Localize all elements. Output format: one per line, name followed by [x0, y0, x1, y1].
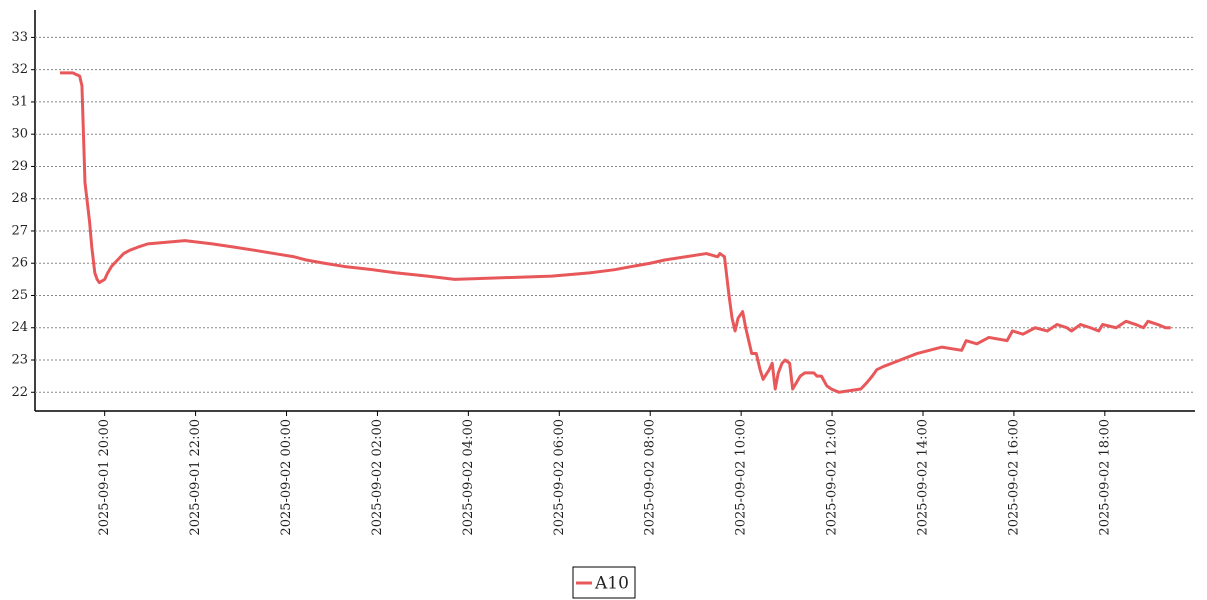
x-tick-label: 2025-09-02 08:00	[643, 419, 658, 536]
x-tick-label: 2025-09-01 20:00	[97, 419, 112, 536]
y-tick-label: 30	[11, 127, 28, 142]
x-tick-label: 2025-09-02 10:00	[734, 419, 749, 536]
x-tick-label: 2025-09-01 22:00	[188, 419, 203, 536]
x-tick-label: 2025-09-02 06:00	[552, 419, 567, 536]
y-tick-label: 27	[11, 223, 28, 238]
y-tick-label: 29	[11, 159, 28, 174]
x-tick-label: 2025-09-02 16:00	[1006, 419, 1021, 536]
y-tick-label: 23	[11, 353, 28, 368]
x-tick-label: 2025-09-02 02:00	[370, 419, 385, 536]
y-tick-label: 25	[11, 288, 28, 303]
y-tick-label: 26	[11, 256, 28, 271]
y-tick-label: 33	[11, 30, 28, 45]
y-tick-label: 28	[11, 191, 28, 206]
x-tick-label: 2025-09-02 14:00	[915, 419, 930, 536]
x-tick-label: 2025-09-02 12:00	[825, 419, 840, 536]
data-line	[59, 71, 1171, 394]
x-tick-label: 2025-09-02 00:00	[279, 419, 294, 536]
legend-label: A10	[594, 574, 629, 594]
y-tick-label: 22	[11, 385, 28, 400]
y-tick-label: 32	[11, 62, 28, 77]
y-tick-label: 24	[11, 320, 28, 335]
y-tick-label: 31	[11, 94, 28, 109]
x-tick-label: 2025-09-02 04:00	[461, 419, 476, 536]
x-tick-label: 2025-09-02 18:00	[1097, 419, 1112, 536]
